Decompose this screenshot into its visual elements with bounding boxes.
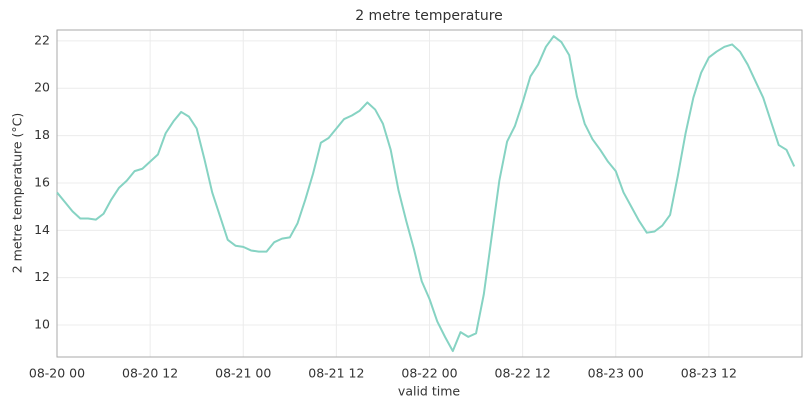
y-tick-label: 22 [34, 32, 50, 47]
x-axis-label: valid time [398, 384, 460, 399]
y-tick-label: 10 [34, 317, 50, 332]
x-tick-label: 08-21 12 [308, 366, 364, 381]
x-tick-label: 08-23 12 [681, 366, 737, 381]
data-line [56, 35, 796, 353]
y-tick-label: 16 [34, 174, 50, 189]
y-tick-label: 14 [34, 222, 50, 237]
x-tick-label: 08-20 00 [29, 366, 85, 381]
chart-title: 2 metre temperature [355, 8, 503, 24]
y-tick-label: 18 [34, 127, 50, 142]
x-tick-label: 08-22 00 [401, 366, 457, 381]
x-tick-label: 08-20 12 [122, 366, 178, 381]
y-axis-label: 2 metre temperature (°C) [10, 113, 25, 274]
y-tick-label: 12 [34, 269, 50, 284]
x-tick-label: 08-22 12 [495, 366, 551, 381]
x-tick-label: 08-23 00 [588, 366, 644, 381]
x-tick-label: 08-21 00 [215, 366, 271, 381]
y-tick-label: 20 [34, 80, 50, 95]
